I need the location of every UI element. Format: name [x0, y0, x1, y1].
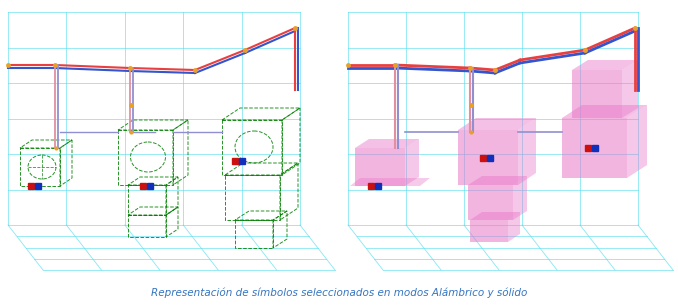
Polygon shape [513, 176, 527, 220]
Polygon shape [405, 139, 419, 186]
Bar [592, 145, 598, 151]
Polygon shape [508, 212, 520, 242]
Bar [128, 185, 166, 215]
Polygon shape [355, 148, 405, 186]
Bar [118, 130, 173, 185]
Bar [585, 145, 591, 151]
Bar [235, 220, 273, 248]
Polygon shape [622, 60, 638, 118]
Polygon shape [458, 130, 518, 185]
Polygon shape [350, 178, 430, 186]
Polygon shape [562, 105, 647, 118]
Polygon shape [572, 70, 622, 118]
Polygon shape [458, 118, 536, 130]
Bar [225, 175, 280, 220]
Polygon shape [470, 212, 520, 220]
Bar [140, 183, 146, 189]
Polygon shape [572, 60, 638, 70]
Polygon shape [562, 118, 627, 178]
Polygon shape [468, 176, 527, 185]
Bar [147, 183, 153, 189]
Bar [375, 183, 381, 189]
Polygon shape [627, 105, 647, 178]
Polygon shape [355, 139, 419, 148]
Bar [239, 158, 245, 164]
Bar [128, 215, 166, 237]
Bar [232, 158, 238, 164]
Bar [368, 183, 374, 189]
Bar [222, 120, 282, 175]
Bar [35, 183, 41, 189]
Polygon shape [518, 118, 536, 185]
Polygon shape [470, 220, 508, 242]
Bar [487, 155, 493, 161]
Bar [480, 155, 486, 161]
Bar [20, 148, 60, 186]
Text: Representación de símbolos seleccionados en modos Alámbrico y sólido: Representación de símbolos seleccionados… [151, 287, 527, 298]
Bar [28, 183, 34, 189]
Polygon shape [468, 185, 513, 220]
